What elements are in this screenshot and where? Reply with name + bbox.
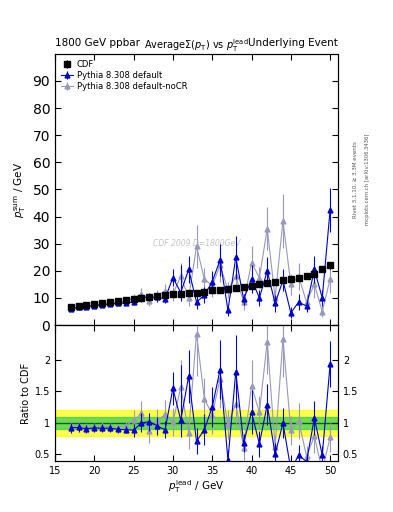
Bar (55, 410, 338, 436)
Text: 1800 GeV ppbar: 1800 GeV ppbar (55, 38, 140, 48)
Text: Rivet 3.1.10, ≥ 3.3M events: Rivet 3.1.10, ≥ 3.3M events (353, 141, 358, 218)
Bar (55, 417, 338, 429)
Text: CDF 2009 D=1800GeV: CDF 2009 D=1800GeV (153, 239, 240, 248)
Text: mcplots.cern.ch [arXiv:1306.3436]: mcplots.cern.ch [arXiv:1306.3436] (365, 134, 370, 225)
Y-axis label: $p_{\rm T}^{\rm sum}$ / GeV: $p_{\rm T}^{\rm sum}$ / GeV (13, 161, 28, 218)
Legend: CDF, Pythia 8.308 default, Pythia 8.308 default-noCR: CDF, Pythia 8.308 default, Pythia 8.308 … (59, 58, 189, 93)
Title: Average$\Sigma(p_{\rm T})$ vs $p_{\rm T}^{\rm lead}$: Average$\Sigma(p_{\rm T})$ vs $p_{\rm T}… (144, 37, 249, 54)
Y-axis label: Ratio to CDF: Ratio to CDF (20, 362, 31, 423)
X-axis label: $p_{\rm T}^{\rm lead}$ / GeV: $p_{\rm T}^{\rm lead}$ / GeV (168, 478, 225, 495)
Text: Underlying Event: Underlying Event (248, 38, 338, 48)
